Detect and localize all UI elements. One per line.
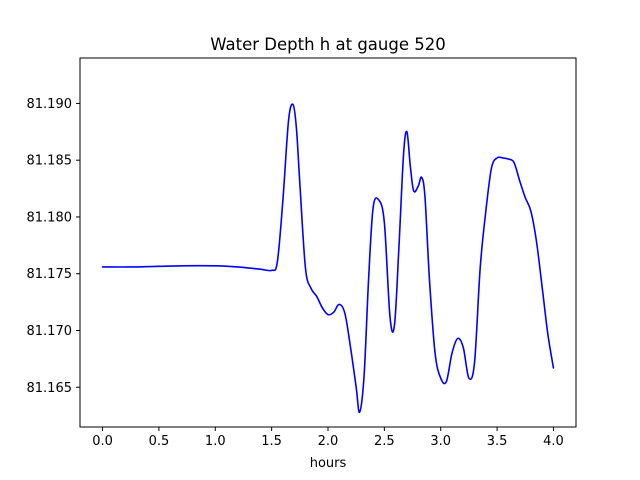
x-axis-label: hours [310,456,347,471]
x-tick-label: 3.0 [430,434,451,449]
series-line [101,103,555,414]
y-tick-label: 81.170 [27,324,73,339]
y-tick-label: 81.165 [27,381,73,396]
x-tick-label: 4.0 [543,434,564,449]
y-axis: 81.165 81.170 81.175 81.180 81.185 81.190 [27,97,80,396]
x-axis: 0.0 0.5 1.0 1.5 2.0 2.5 3.0 3.5 4.0 [92,427,564,449]
x-tick-label: 3.5 [487,434,508,449]
x-tick-label: 0.0 [92,434,113,449]
x-tick-label: 1.0 [205,434,226,449]
chart-title: Water Depth h at gauge 520 [210,35,445,54]
x-tick-label: 1.5 [261,434,282,449]
x-tick-label: 2.5 [374,434,395,449]
y-tick-label: 81.175 [27,267,73,282]
plot-area [80,58,576,427]
y-tick-label: 81.180 [27,210,73,225]
plot-frame [79,57,577,428]
y-tick-label: 81.185 [27,154,73,169]
x-tick-label: 2.0 [318,434,339,449]
x-tick-label: 0.5 [149,434,170,449]
y-tick-label: 81.190 [27,97,73,112]
